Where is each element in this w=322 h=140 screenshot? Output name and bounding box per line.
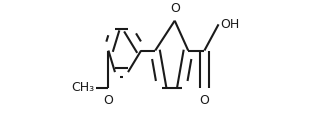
Text: OH: OH xyxy=(220,18,239,31)
Text: O: O xyxy=(170,2,180,15)
Text: O: O xyxy=(200,94,209,107)
Text: O: O xyxy=(103,94,113,107)
Text: CH₃: CH₃ xyxy=(71,81,94,94)
